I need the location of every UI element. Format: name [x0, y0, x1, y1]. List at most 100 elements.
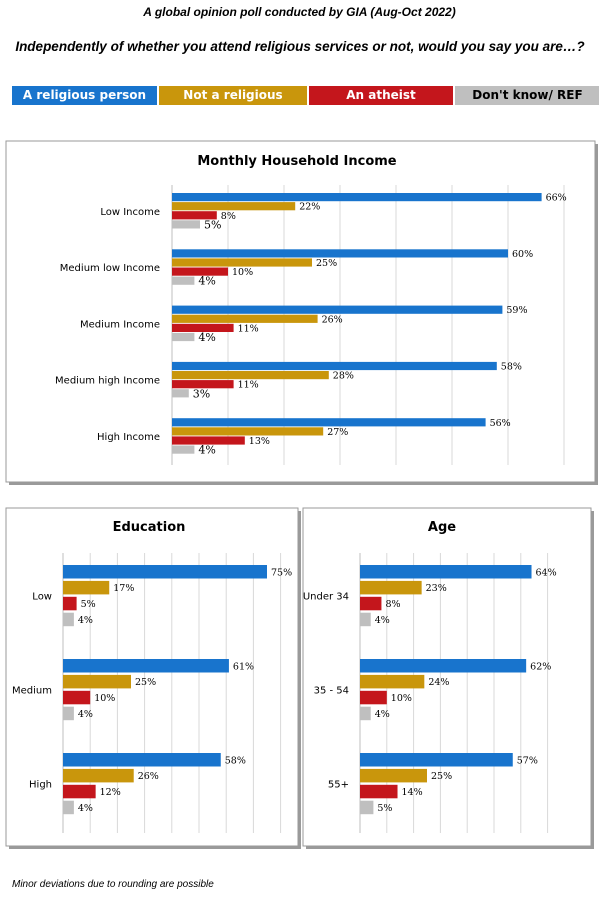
data-label: 25% [316, 258, 337, 269]
data-label: 66% [546, 193, 567, 204]
data-label: 10% [94, 693, 115, 704]
bar-dont-know [172, 276, 195, 285]
category-label: Medium [12, 686, 52, 697]
bar-atheist [172, 380, 234, 389]
bar-atheist [172, 436, 245, 445]
data-label: 4% [78, 615, 93, 626]
category-label: High [29, 780, 52, 791]
question-title: Independently of whether you attend reli… [15, 39, 585, 54]
legend-item-not-religious: Not a religious person [159, 86, 307, 121]
data-label: 58% [501, 362, 522, 373]
bar-not-religious [172, 258, 312, 267]
bar-dont-know [172, 332, 195, 342]
data-label: 27% [327, 427, 348, 438]
data-label: 57% [517, 755, 538, 766]
data-label: 11% [238, 323, 259, 334]
category-label: Medium high Income [55, 376, 160, 387]
data-label: 5% [377, 803, 392, 814]
chart-panel-1: EducationLow75%17%5%4%Medium61%25%10%4%H… [5, 507, 301, 849]
data-label: 62% [530, 661, 551, 672]
bar-religious [172, 193, 542, 202]
data-label: 28% [333, 371, 354, 382]
data-label: 25% [431, 771, 452, 782]
bar-religious [63, 659, 229, 673]
data-label: 22% [299, 202, 320, 213]
data-label: 10% [232, 267, 253, 278]
data-label: 4% [78, 803, 93, 814]
legend-item-religious: A religious person [12, 86, 157, 105]
data-label: 61% [233, 661, 254, 672]
category-label: Medium Income [80, 319, 160, 330]
data-label: 13% [249, 436, 270, 447]
data-label: 26% [138, 771, 159, 782]
bar-atheist [172, 211, 217, 220]
data-label: 25% [135, 677, 156, 688]
chart-panel-0: Monthly Household Income Low Income 66% 22%… [5, 140, 598, 485]
bar-atheist [172, 323, 234, 332]
data-label: 10% [391, 693, 412, 704]
bar-religious [172, 249, 508, 258]
data-label: 4% [198, 444, 215, 457]
data-label: 4% [78, 709, 93, 720]
bar-dont-know [63, 800, 74, 815]
category-label: Under 34 [303, 592, 349, 603]
data-label: 56% [490, 418, 511, 429]
bar-religious [172, 305, 503, 314]
bar-atheist [360, 690, 387, 705]
data-label: 75% [271, 567, 292, 578]
data-label: 5% [81, 599, 96, 610]
data-label: 11% [238, 380, 259, 391]
bar-religious [63, 565, 267, 579]
panel-title: Education [113, 520, 186, 535]
category-label: 35 - 54 [314, 686, 349, 697]
panel-frame [5, 507, 299, 847]
data-label: 17% [113, 583, 134, 594]
data-label: 8% [385, 599, 400, 610]
bar-religious [172, 361, 497, 371]
data-label: 8% [221, 211, 236, 222]
bar-not-religious [63, 768, 134, 783]
bar-not-religious [63, 674, 131, 689]
bar-religious [63, 753, 221, 767]
bar-dont-know [360, 800, 374, 815]
data-label: 26% [322, 314, 343, 325]
data-label: 60% [512, 249, 533, 260]
data-label: 64% [536, 567, 557, 578]
data-label: 14% [402, 787, 423, 798]
bar-atheist [63, 784, 96, 799]
bar-atheist [63, 596, 77, 611]
category-label: 55+ [328, 780, 349, 791]
panel-title: Age [428, 520, 456, 535]
bar-dont-know [172, 445, 195, 454]
bar-religious [360, 659, 527, 673]
bar-dont-know [172, 389, 189, 398]
bar-atheist [360, 784, 398, 799]
category-label: High Income [97, 432, 160, 443]
category-label: Medium low Income [60, 263, 160, 274]
bar-not-religious [360, 580, 422, 595]
bar-dont-know [63, 612, 74, 627]
bar-atheist [63, 690, 91, 705]
bar-not-religious [172, 427, 324, 436]
legend-item-atheist: An atheist [309, 86, 453, 105]
legend: A religious person Not a religious perso… [12, 86, 599, 121]
data-label: 4% [375, 709, 390, 720]
bar-not-religious [172, 371, 329, 380]
bar-dont-know [63, 706, 74, 721]
data-label: 5% [204, 218, 221, 231]
legend-item-dont-know: Don't know/ REF [455, 86, 599, 105]
data-label: 58% [225, 755, 246, 766]
bar-religious [360, 753, 513, 767]
footnote: Minor deviations due to rounding are pos… [12, 879, 214, 890]
chart-subtitle: A global opinion poll conducted by GIA (… [143, 5, 456, 19]
bar-dont-know [360, 612, 371, 627]
bar-not-religious [63, 580, 110, 595]
bar-atheist [172, 267, 228, 276]
data-label: 24% [428, 677, 449, 688]
bar-religious [360, 565, 532, 579]
panel-title: Monthly Household Income [197, 154, 396, 169]
data-label: 59% [506, 305, 527, 316]
category-label: Low [32, 592, 52, 603]
bar-not-religious [172, 202, 296, 211]
